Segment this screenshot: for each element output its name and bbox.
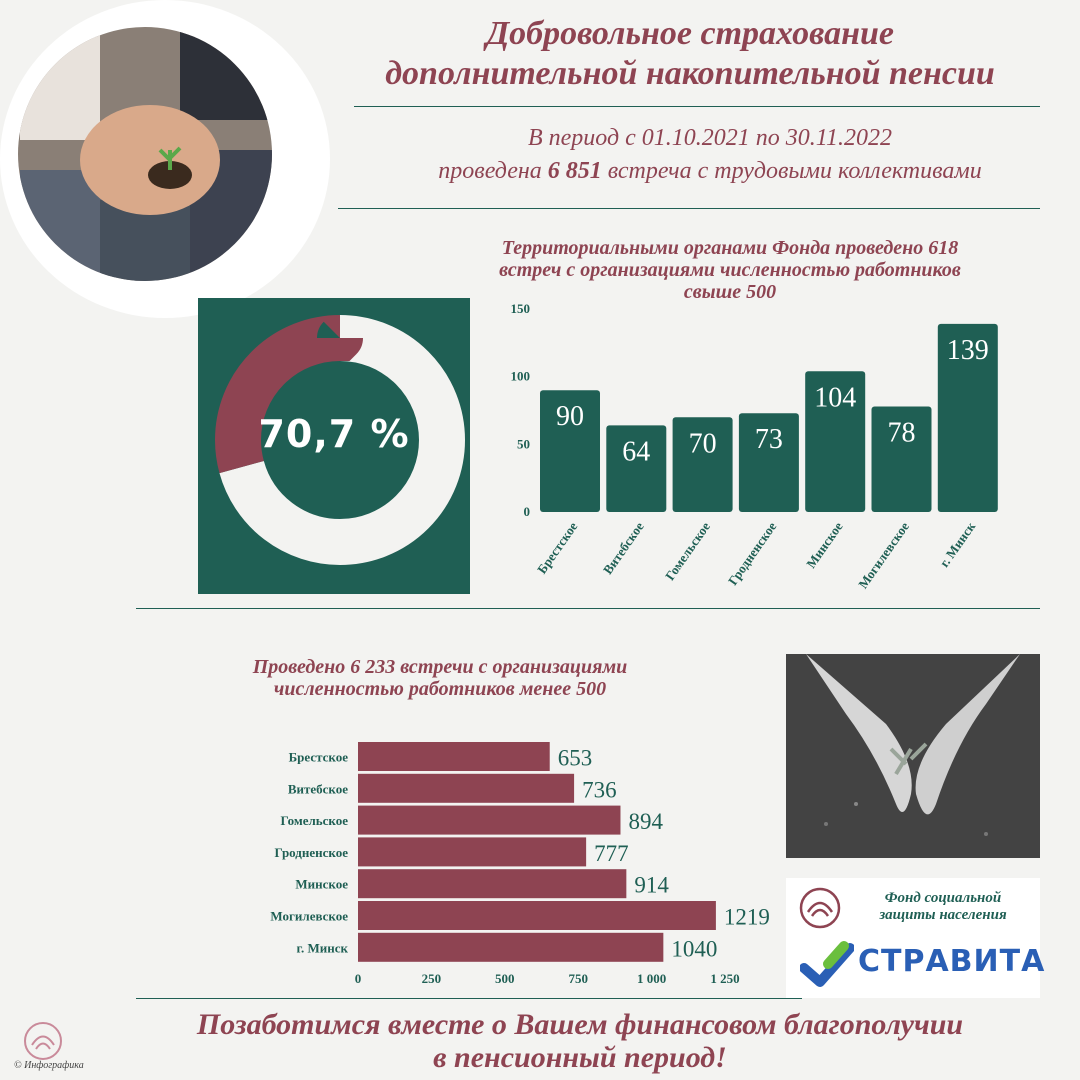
small-heading-line-1: Проведено 6 233 встречи с организациями: [252, 656, 628, 678]
bar: [358, 805, 621, 835]
bar-value-label: 139: [947, 335, 989, 366]
x-tick-label: 1 000: [637, 971, 666, 986]
bar-value-label: 1219: [724, 905, 770, 930]
bar-value-label: 653: [558, 746, 593, 771]
page-title: Добровольное страхование дополнительной …: [300, 14, 1080, 94]
period-suffix: встреча с трудовыми коллективами: [601, 158, 982, 184]
y-tick-label: 0: [524, 504, 531, 519]
x-tick-label: Могилевское: [855, 519, 912, 591]
divider: [136, 608, 1040, 609]
bar-value-label: 1040: [671, 936, 717, 961]
y-tick-label: Минское: [295, 877, 348, 892]
photo-frame: [0, 0, 330, 318]
divider: [338, 208, 1040, 209]
x-tick-label: Минское: [803, 519, 846, 571]
stravita-wordmark: СТРАВИТА: [858, 944, 1046, 979]
bar-value-label: 736: [582, 777, 617, 802]
y-tick-label: Гродненское: [275, 845, 349, 860]
large-heading-line-2: встреч с организациями численностью рабо…: [499, 259, 961, 281]
period-prefix: проведена: [438, 158, 548, 184]
x-tick-label: Брестское: [534, 519, 581, 576]
divider: [136, 998, 802, 999]
period-line-2: проведена 6 851 встреча с трудовыми колл…: [340, 155, 1080, 188]
footer-line-1: Позаботимся вместе о Вашем финансовом бл…: [196, 1008, 964, 1041]
fund-watermark-icon: [24, 1022, 62, 1060]
bar: [358, 869, 627, 899]
bar: [738, 413, 799, 512]
footer-line-2: в пенсионный период!: [433, 1041, 727, 1074]
fund-name-line-1: Фонд социальной: [884, 890, 1002, 906]
bar: [358, 837, 587, 867]
fund-name: Фонд социальной защиты населения: [848, 890, 1038, 924]
donut-chart: [215, 315, 465, 565]
x-tick-label: Гродненское: [725, 519, 780, 588]
y-tick-label: 150: [511, 301, 531, 316]
y-tick-label: 50: [517, 436, 530, 451]
copyright-text: Инфографика: [24, 1060, 84, 1071]
hands-heart-soil-photo: [786, 654, 1040, 858]
bar: [805, 371, 866, 512]
meetings-total: 6 851: [547, 158, 602, 184]
footer-slogan: Позаботимся вместе о Вашем финансовом бл…: [80, 1008, 1080, 1074]
bar: [358, 773, 575, 803]
large-orgs-heading: Территориальными органами Фонда проведен…: [410, 237, 1050, 303]
bar-value-label: 73: [755, 424, 783, 455]
bar-value-label: 64: [622, 436, 650, 467]
x-tick-label: г. Минск: [936, 519, 978, 570]
small-orgs-heading: Проведено 6 233 встречи с организациями …: [160, 656, 720, 700]
donut-panel: [198, 298, 470, 594]
y-tick-label: Витебское: [288, 781, 348, 796]
bar-value-label: 104: [814, 382, 856, 413]
period-text: В период с 01.10.2021 по 30.11.2022 пров…: [340, 122, 1080, 188]
title-line-2: дополнительной накопительной пенсии: [385, 55, 995, 92]
bar: [871, 406, 932, 512]
x-tick-label: 750: [568, 971, 588, 986]
x-tick-label: Витебское: [600, 519, 647, 577]
fund-emblem-icon: [799, 887, 841, 929]
partner-logos: Фонд социальной защиты населения СТРАВИТ…: [786, 878, 1044, 998]
bar-value-label: 777: [594, 841, 629, 866]
bar-value-label: 70: [689, 428, 717, 459]
copyright-note: © Инфографика: [14, 1060, 84, 1071]
bar: [358, 932, 664, 962]
y-tick-label: г. Минск: [297, 940, 349, 955]
bar: [606, 425, 667, 512]
y-tick-label: Брестское: [289, 750, 349, 765]
y-tick-label: 100: [511, 369, 531, 384]
bar: [937, 323, 998, 512]
hands-with-sprout-photo: [18, 27, 272, 281]
donut-slice-1: [215, 315, 465, 565]
title-line-1: Добровольное страхование: [485, 15, 895, 52]
x-tick-label: 500: [495, 971, 515, 986]
donut-percent-label: 70,7 %: [258, 412, 410, 456]
bar-value-label: 914: [634, 873, 669, 898]
small-heading-line-2: численностью работников менее 500: [273, 678, 607, 700]
x-tick-label: Гомельское: [662, 519, 713, 583]
bar: [672, 417, 733, 512]
period-line-1: В период с 01.10.2021 по 30.11.2022: [527, 125, 892, 151]
large-orgs-bar-chart: 0 50 100 150 90 Брестское 64 Витебское 70 Гомельс…: [511, 301, 998, 591]
checkmark-logo-icon: [800, 941, 854, 987]
large-heading-line-1: Территориальными органами Фонда проведен…: [501, 237, 959, 259]
small-orgs-bar-chart: Брестское 653 Витебское 736 Гомельское 894 Гро…: [270, 742, 770, 986]
x-tick-label: 250: [422, 971, 442, 986]
y-tick-label: Могилевское: [270, 909, 348, 924]
bar: [358, 742, 550, 771]
fund-name-line-2: защиты населения: [879, 907, 1007, 923]
y-tick-label: Гомельское: [280, 813, 348, 828]
bar-value-label: 894: [628, 809, 663, 834]
bar-value-label: 90: [556, 401, 584, 432]
large-heading-line-3: свыше 500: [683, 281, 777, 303]
bar-value-label: 78: [888, 417, 916, 448]
x-tick-label: 1 250: [710, 971, 739, 986]
bar: [358, 901, 716, 930]
bar: [540, 390, 600, 512]
divider: [354, 106, 1040, 107]
x-tick-label: 0: [355, 971, 362, 986]
